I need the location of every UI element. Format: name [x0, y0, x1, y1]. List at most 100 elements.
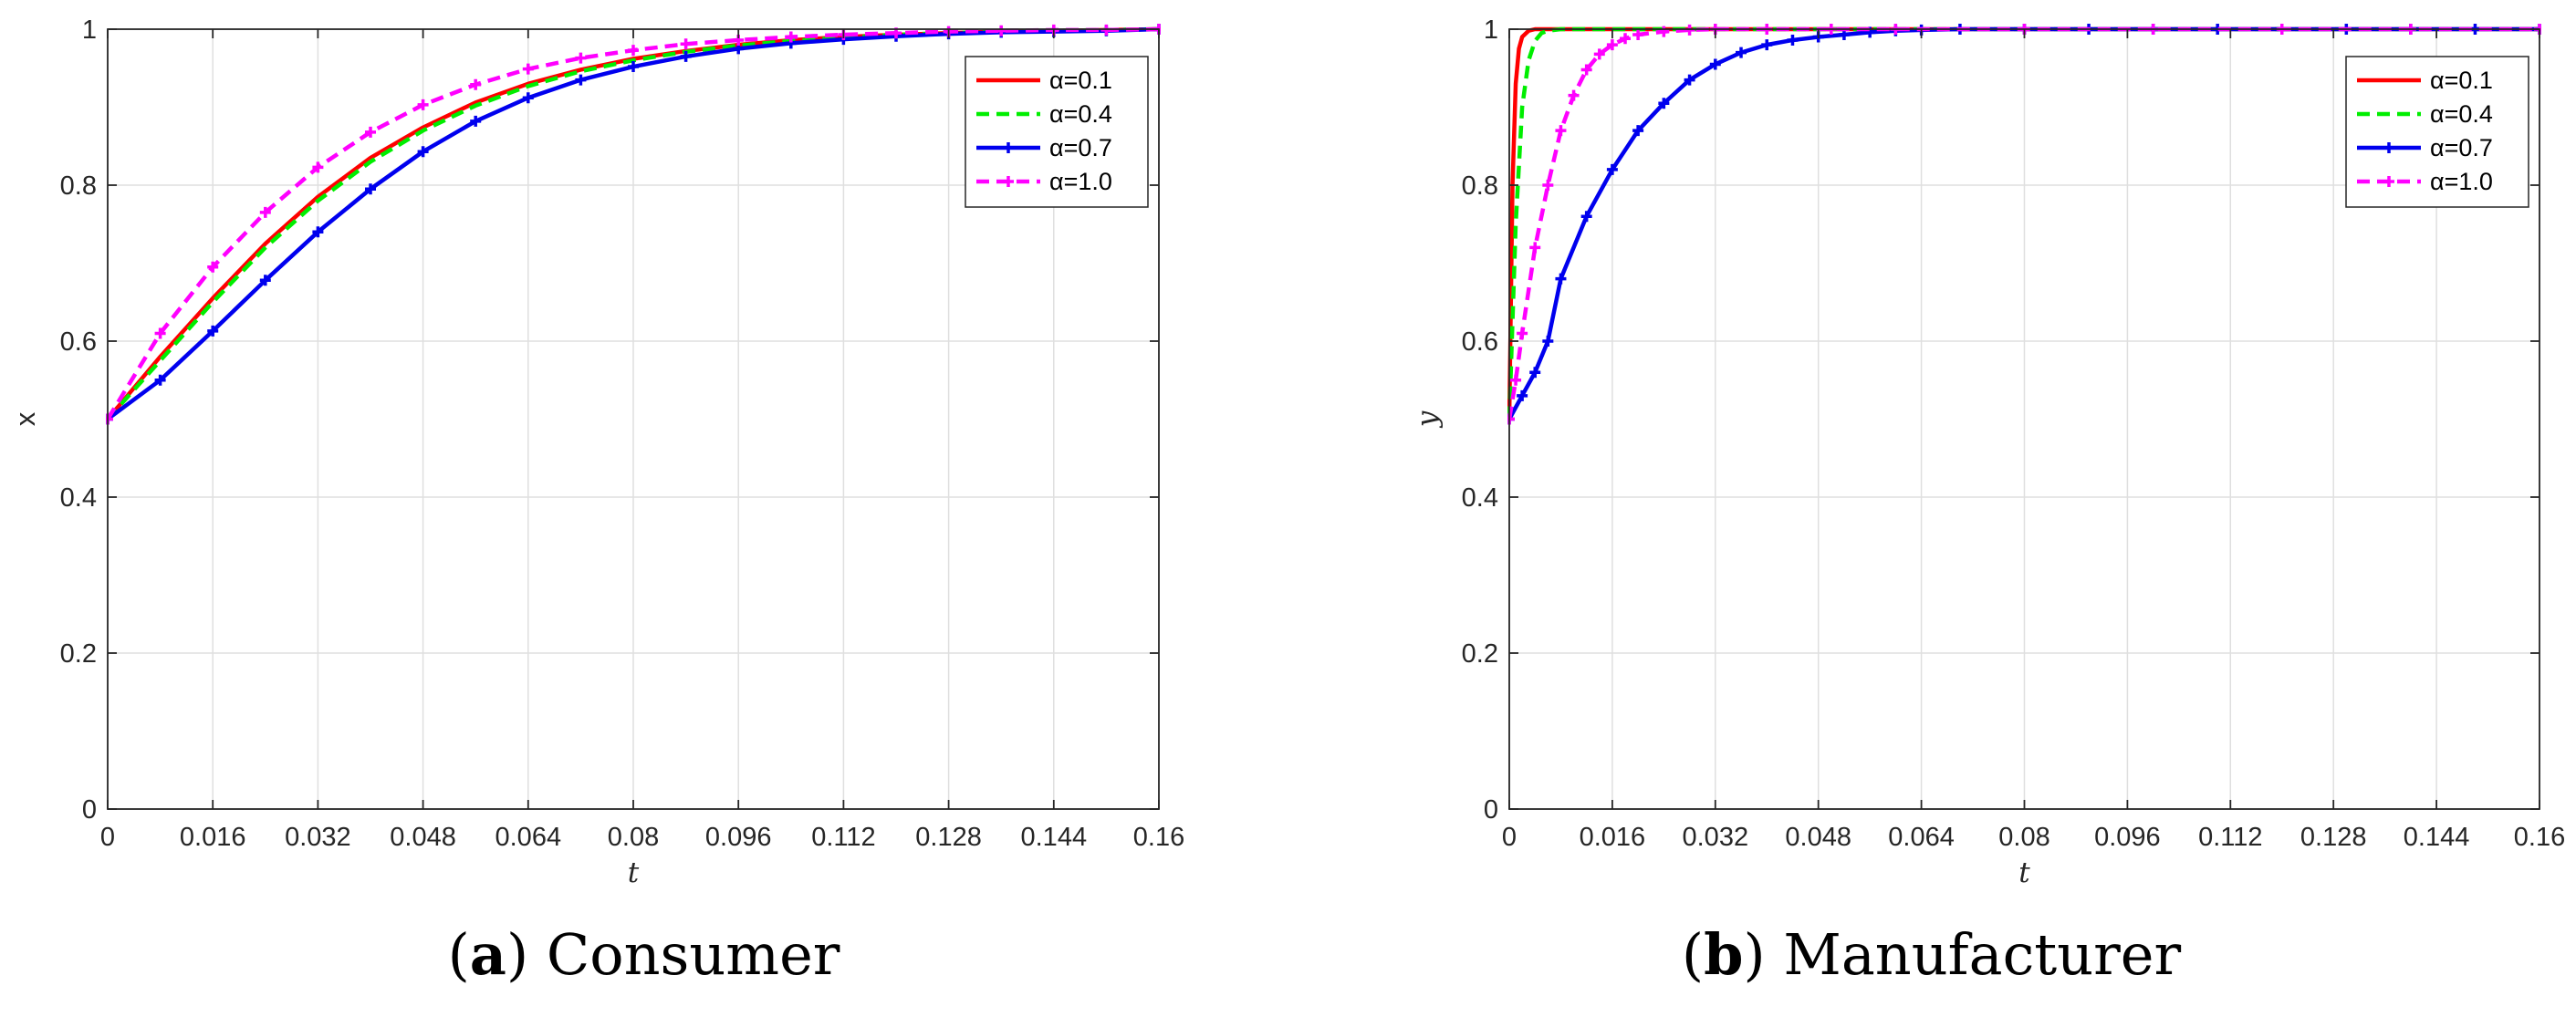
chart-b-series-3-point-6	[1568, 89, 1580, 101]
chart-b-xtick-label-5: 0.08	[1998, 823, 2049, 852]
chart-a-series-3-point-9	[575, 52, 587, 64]
chart-a-xtick-label-4: 0.064	[495, 823, 562, 852]
chart-a: 0 0.016 0.032 0.048 0.064 0.08 0.096 0.112 0.128…	[9, 16, 1184, 889]
chart-b-series-3-point-4	[1542, 180, 1554, 191]
chart-a-xtick-label-9: 0.144	[1021, 823, 1088, 852]
chart-a-series-2-point-8	[522, 92, 534, 104]
chart-a-series-2-point-7	[470, 115, 482, 127]
caption-a-text: Consumer	[546, 921, 840, 988]
chart-b-ytick-label-0: 0	[1484, 795, 1498, 825]
chart-a-xtick-label-5: 0.08	[608, 823, 659, 852]
chart-b-legend-marker-2	[2383, 142, 2394, 153]
chart-a-series-2-point-1	[154, 374, 166, 386]
chart-a-legend-label-1: α=0.4	[1049, 100, 1112, 128]
chart-b-xtick-label-3: 0.048	[1785, 823, 1851, 852]
chart-a-ylabel: x	[9, 411, 41, 426]
chart-b-series-2-point-6	[1606, 163, 1618, 175]
chart-a-xtick-label-0: 0	[100, 823, 115, 852]
chart-b-series-3-point-1	[1510, 374, 1522, 386]
chart-a-ytick-label-5: 1	[82, 16, 97, 45]
chart-panel-b: 0 0.016 0.032 0.048 0.064 0.08 0.096 0.112 0.128…	[1288, 0, 2575, 1017]
chart-a-legend-marker-2	[1003, 142, 1014, 153]
chart-a-legend-label-2: α=0.7	[1049, 134, 1112, 161]
chart-b-ytick-label-4: 0.8	[1462, 171, 1498, 201]
caption-b-letter: b	[1704, 921, 1744, 988]
chart-a-series-3-point-3	[259, 206, 271, 218]
chart-b-series-2-point-3	[1542, 336, 1554, 347]
chart-a-series-2-point-10	[628, 61, 639, 73]
chart-b-series-3-point-8	[1593, 48, 1605, 60]
chart-a-xtick-label-2: 0.032	[285, 823, 351, 852]
chart-b-legend-label-3: α=1.0	[2430, 168, 2493, 195]
chart-a-series-3-point-5	[365, 126, 376, 138]
chart-b-series-2-point-5	[1580, 211, 1592, 223]
chart-a-xtick-label-3: 0.048	[390, 823, 456, 852]
chart-a-series-2-point-5	[365, 183, 376, 195]
chart-panel-a: 0 0.016 0.032 0.048 0.064 0.08 0.096 0.112 0.128…	[9, 16, 1184, 988]
chart-b-series-3-point-11	[1632, 28, 1644, 40]
chart-a-ytick-label-4: 0.8	[60, 171, 97, 201]
chart-a-series-2-point-3	[259, 275, 271, 286]
chart-b-series-3-point-2	[1517, 327, 1528, 339]
chart-a-ytick-label-0: 0	[82, 795, 97, 825]
chart-a-series-3-point-6	[417, 99, 429, 110]
chart-a-xtick-label-6: 0.096	[705, 823, 772, 852]
chart-b-series-3-point-10	[1620, 33, 1632, 45]
chart-a-series-3-point-1	[154, 327, 166, 339]
caption-b: (b) Manufacturer	[1681, 921, 2182, 988]
caption-a-letter: a	[469, 921, 506, 988]
chart-a-series-2-point-11	[680, 50, 692, 62]
chart-a-series-3-point-4	[312, 161, 324, 173]
chart-b-ytick-label-2: 0.4	[1462, 483, 1498, 513]
chart-b-legend-label-0: α=0.1	[2430, 67, 2493, 94]
chart-b-xtick-label-7: 0.112	[2198, 823, 2262, 852]
chart-b-ytick-label-3: 0.6	[1462, 327, 1498, 357]
chart-a-ytick-label-3: 0.6	[60, 327, 97, 357]
chart-a-series-3-point-8	[522, 63, 534, 75]
chart-b-legend-marker-3	[2383, 176, 2394, 187]
chart-b-ytick-label-1: 0.2	[1462, 639, 1498, 669]
chart-a-series-2-point-2	[207, 325, 219, 337]
chart-b-series-3-point-5	[1555, 125, 1567, 137]
chart-b-xtick-label-8: 0.128	[2300, 823, 2367, 852]
chart-b-series-2-point-10	[1709, 58, 1721, 70]
chart-b-legend-label-1: α=0.4	[2430, 100, 2493, 128]
chart-b: 0 0.016 0.032 0.048 0.064 0.08 0.096 0.112 0.128…	[1411, 16, 2565, 889]
chart-b-xtick-label-6: 0.096	[2094, 823, 2161, 852]
chart-b-xtick-label-2: 0.032	[1683, 823, 1749, 852]
chart-b-xlabel: t	[2018, 856, 2030, 889]
chart-b-series-2-point-13	[1787, 34, 1799, 46]
chart-b-series-2-point-11	[1736, 47, 1747, 58]
chart-a-series-3-point-2	[207, 261, 219, 273]
chart-a-xtick-label-7: 0.112	[811, 823, 875, 852]
chart-b-ylabel: y	[1411, 410, 1444, 429]
chart-a-legend-marker-3	[1003, 176, 1014, 187]
chart-a-xtick-label-8: 0.128	[915, 823, 982, 852]
chart-b-xtick-label-10: 0.16	[2514, 823, 2565, 852]
chart-b-xtick-label-9: 0.144	[2404, 823, 2470, 852]
chart-a-xlabel: t	[628, 856, 640, 889]
chart-a-series-3-point-11	[680, 38, 692, 50]
chart-a-series-2-point-4	[312, 226, 324, 238]
chart-a-series-3-point-13	[785, 31, 797, 43]
chart-b-xtick-label-4: 0.064	[1888, 823, 1955, 852]
chart-a-legend-label-3: α=1.0	[1049, 168, 1112, 195]
chart-a-xtick-label-10: 0.16	[1133, 823, 1184, 852]
chart-b-series-2-point-4	[1555, 273, 1567, 285]
chart-b-series-2-point-2	[1529, 367, 1541, 379]
chart-a-series-3-point-10	[628, 45, 639, 57]
chart-b-legend-label-2: α=0.7	[2430, 134, 2493, 161]
chart-a-series-3-point-17	[996, 25, 1007, 36]
chart-b-series-2-point-9	[1684, 74, 1695, 86]
chart-b-xtick-label-0: 0	[1502, 823, 1517, 852]
chart-a-xtick-label-1: 0.016	[180, 823, 246, 852]
chart-b-series-3-point-9	[1606, 39, 1618, 51]
caption-b-text: Manufacturer	[1783, 921, 2182, 988]
caption-a: (a) Consumer	[447, 921, 840, 988]
chart-b-series-2-point-12	[1761, 39, 1773, 51]
chart-b-series-3-point-7	[1580, 64, 1592, 76]
chart-b-xtick-label-1: 0.016	[1580, 823, 1646, 852]
chart-a-series-3-point-7	[470, 78, 482, 90]
chart-a-series-2-point-9	[575, 74, 587, 86]
chart-a-series-2-point-6	[417, 146, 429, 158]
